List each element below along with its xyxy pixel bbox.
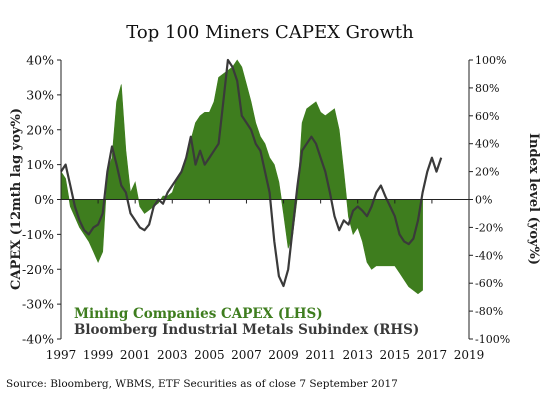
- left-tick-label: -30%: [22, 297, 54, 312]
- right-tick-label: -80%: [475, 305, 503, 318]
- x-tick-label: 2007: [231, 348, 262, 362]
- x-tick-label: 2009: [268, 348, 299, 362]
- legend-item-metals: Bloomberg Industrial Metals Subindex (RH…: [74, 322, 419, 338]
- left-tick-label: -10%: [22, 227, 54, 242]
- right-tick-label: -60%: [475, 277, 503, 290]
- source-note: Source: Bloomberg, WBMS, ETF Securities …: [6, 378, 398, 390]
- right-tick-label: -20%: [475, 221, 503, 234]
- right-tick-label: 40%: [475, 138, 499, 151]
- right-axis-label: Index level (yoy%): [526, 133, 541, 265]
- left-tick-label: 30%: [26, 87, 54, 102]
- right-tick-label: 0%: [475, 194, 492, 207]
- metals-line: [60, 58, 443, 288]
- x-tick-label: 2005: [194, 348, 225, 362]
- x-tick-label: 2001: [120, 348, 151, 362]
- right-tick-label: 60%: [475, 110, 499, 123]
- x-tick-label: 1997: [46, 348, 77, 362]
- plot-area: [60, 58, 443, 295]
- chart-title: Top 100 Miners CAPEX Growth: [126, 22, 414, 43]
- x-tick-label: 2011: [305, 348, 336, 362]
- left-tick-label: 40%: [26, 53, 54, 68]
- left-tick-label: 0%: [34, 192, 54, 207]
- left-tick-label: 20%: [26, 122, 54, 137]
- x-tick-label: 2017: [417, 348, 448, 362]
- capex-area: [60, 59, 423, 295]
- right-tick-label: 100%: [475, 54, 506, 67]
- right-tick-label: 80%: [475, 82, 499, 95]
- axes: -40% -30% -20% -10% 0% 10% 20% 30% 40% -100% -80% -…: [22, 53, 510, 363]
- left-tick-label: 10%: [26, 157, 54, 172]
- x-tick-label: 1999: [83, 348, 114, 362]
- x-tick-label: 2013: [342, 348, 373, 362]
- x-tick-label: 2015: [380, 348, 411, 362]
- left-tick-label: -20%: [22, 262, 54, 277]
- x-tick-label: 2003: [157, 348, 188, 362]
- legend-item-capex: Mining Companies CAPEX (LHS): [74, 306, 323, 322]
- left-tick-label: -40%: [22, 332, 54, 347]
- left-axis-label: CAPEX (12mth lag yoy%): [9, 108, 24, 290]
- right-tick-label: -40%: [475, 249, 503, 262]
- right-tick-label: 20%: [475, 166, 499, 179]
- x-tick-label: 2019: [454, 348, 485, 362]
- right-tick-label: -100%: [475, 333, 510, 346]
